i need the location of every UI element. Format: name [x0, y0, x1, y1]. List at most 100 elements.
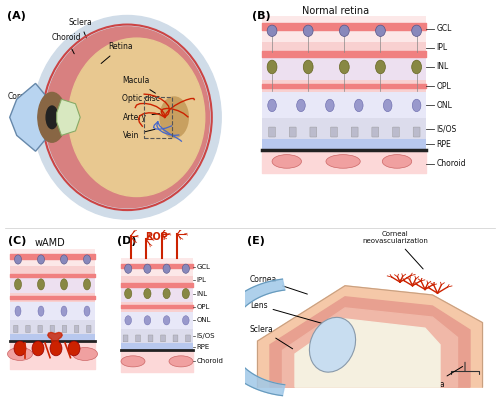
Polygon shape: [56, 99, 80, 135]
Ellipse shape: [50, 341, 62, 356]
Text: ONL: ONL: [436, 101, 452, 110]
Ellipse shape: [144, 316, 150, 325]
Text: Choroid: Choroid: [436, 159, 466, 168]
Text: IS/OS: IS/OS: [436, 124, 456, 133]
Ellipse shape: [84, 279, 90, 290]
FancyBboxPatch shape: [262, 93, 426, 119]
Ellipse shape: [164, 316, 170, 325]
Text: RPE: RPE: [196, 344, 210, 349]
Text: (D): (D): [118, 236, 137, 246]
Text: IPL: IPL: [196, 277, 206, 283]
Ellipse shape: [376, 25, 386, 36]
FancyBboxPatch shape: [10, 266, 95, 276]
FancyBboxPatch shape: [121, 258, 193, 276]
Text: ROP: ROP: [146, 232, 169, 242]
FancyBboxPatch shape: [121, 276, 193, 285]
Polygon shape: [215, 279, 285, 396]
Ellipse shape: [160, 97, 188, 138]
Ellipse shape: [125, 316, 132, 325]
Ellipse shape: [8, 347, 32, 360]
Text: (B): (B): [252, 11, 271, 21]
Ellipse shape: [267, 60, 277, 74]
Text: Sclera: Sclera: [68, 18, 92, 38]
Ellipse shape: [68, 341, 80, 356]
FancyBboxPatch shape: [26, 326, 30, 333]
FancyBboxPatch shape: [136, 335, 140, 342]
FancyBboxPatch shape: [121, 343, 193, 350]
Text: Artery: Artery: [122, 113, 162, 122]
Ellipse shape: [268, 99, 276, 111]
Ellipse shape: [124, 264, 132, 273]
FancyBboxPatch shape: [74, 326, 79, 333]
Ellipse shape: [84, 255, 90, 264]
FancyBboxPatch shape: [413, 127, 420, 137]
FancyBboxPatch shape: [38, 326, 42, 333]
FancyBboxPatch shape: [186, 335, 190, 342]
Text: Optic disc: Optic disc: [122, 94, 169, 103]
Ellipse shape: [182, 264, 190, 273]
Ellipse shape: [163, 289, 170, 299]
FancyBboxPatch shape: [123, 335, 128, 342]
FancyBboxPatch shape: [262, 119, 426, 139]
Ellipse shape: [304, 60, 313, 74]
Ellipse shape: [124, 289, 132, 299]
Ellipse shape: [326, 155, 360, 168]
FancyBboxPatch shape: [10, 334, 95, 341]
FancyBboxPatch shape: [262, 16, 426, 41]
Text: Vein: Vein: [122, 129, 155, 140]
Ellipse shape: [182, 316, 189, 325]
FancyBboxPatch shape: [351, 127, 358, 137]
Text: RPE: RPE: [436, 140, 451, 149]
Ellipse shape: [84, 306, 90, 316]
Ellipse shape: [267, 25, 277, 36]
Ellipse shape: [68, 38, 205, 197]
FancyBboxPatch shape: [10, 303, 95, 320]
Ellipse shape: [38, 279, 44, 290]
Ellipse shape: [38, 255, 44, 264]
Ellipse shape: [32, 341, 44, 356]
Text: Lens: Lens: [250, 301, 330, 326]
Text: ONL: ONL: [196, 317, 211, 323]
Polygon shape: [258, 286, 482, 387]
Ellipse shape: [376, 60, 386, 74]
FancyBboxPatch shape: [121, 303, 193, 312]
Ellipse shape: [72, 347, 98, 360]
FancyBboxPatch shape: [10, 293, 95, 303]
Text: (A): (A): [8, 11, 26, 21]
Text: (C): (C): [8, 236, 26, 246]
Ellipse shape: [45, 27, 209, 208]
FancyBboxPatch shape: [10, 320, 95, 334]
Ellipse shape: [14, 279, 21, 290]
Text: Retina: Retina: [101, 42, 133, 64]
Ellipse shape: [412, 25, 422, 36]
Ellipse shape: [384, 99, 392, 111]
Text: IPL: IPL: [436, 43, 448, 52]
Polygon shape: [270, 297, 470, 387]
Text: INL: INL: [196, 291, 207, 297]
Text: (E): (E): [248, 236, 266, 246]
FancyBboxPatch shape: [268, 127, 276, 137]
Ellipse shape: [33, 16, 221, 219]
Text: GCL: GCL: [196, 264, 210, 270]
FancyBboxPatch shape: [148, 335, 153, 342]
Ellipse shape: [60, 279, 68, 290]
Ellipse shape: [60, 255, 68, 264]
Text: OPL: OPL: [436, 82, 451, 91]
Text: OPL: OPL: [196, 304, 210, 310]
Text: Retina: Retina: [420, 367, 463, 389]
FancyBboxPatch shape: [14, 326, 18, 333]
Ellipse shape: [14, 341, 26, 356]
Polygon shape: [295, 319, 440, 387]
FancyBboxPatch shape: [310, 127, 317, 137]
Ellipse shape: [296, 99, 305, 111]
Polygon shape: [282, 308, 458, 387]
FancyBboxPatch shape: [392, 127, 400, 137]
FancyBboxPatch shape: [290, 127, 296, 137]
Ellipse shape: [169, 356, 193, 367]
Ellipse shape: [382, 155, 412, 168]
FancyBboxPatch shape: [262, 80, 426, 93]
FancyBboxPatch shape: [121, 285, 193, 303]
Ellipse shape: [412, 60, 422, 74]
Text: IS/OS: IS/OS: [196, 333, 215, 339]
Text: Sclera: Sclera: [250, 325, 292, 349]
